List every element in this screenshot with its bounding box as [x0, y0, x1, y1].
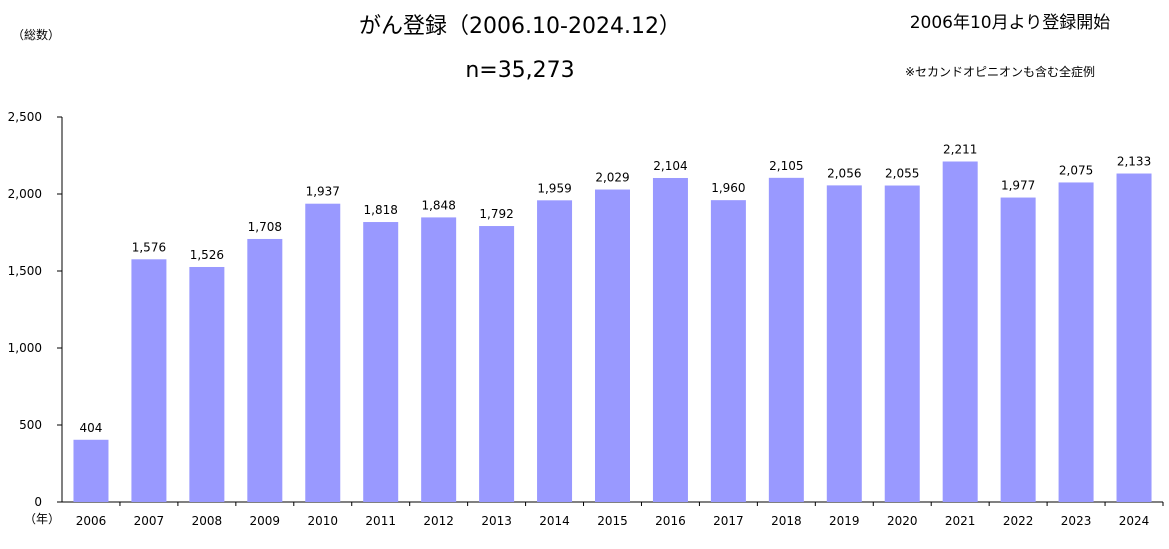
y-tick-label: 1,500 — [8, 264, 42, 278]
y-tick-label: 2,500 — [8, 110, 42, 124]
data-label: 2,029 — [595, 171, 629, 185]
bar — [942, 161, 978, 503]
y-tick-label: 0 — [34, 495, 42, 509]
data-label: 1,526 — [190, 248, 224, 262]
x-tick-label: 2011 — [365, 514, 396, 528]
bar — [1116, 173, 1152, 502]
data-label: 1,977 — [1001, 179, 1035, 193]
bar — [537, 200, 573, 502]
x-axis-label: （年） — [24, 512, 61, 526]
total-count: n=35,273 — [465, 58, 575, 83]
data-label: 2,211 — [943, 143, 977, 157]
x-tick-label: 2024 — [1119, 514, 1150, 528]
x-tick-label: 2008 — [192, 514, 223, 528]
x-tick-label: 2018 — [771, 514, 802, 528]
bar — [73, 439, 109, 502]
data-label: 2,104 — [653, 159, 687, 173]
bar — [826, 185, 862, 502]
x-tick-label: 2009 — [250, 514, 281, 528]
bar — [595, 189, 630, 502]
x-tick-label: 2016 — [655, 514, 686, 528]
bar — [421, 217, 457, 502]
x-tick-label: 2017 — [713, 514, 744, 528]
y-tick-label: 1,000 — [8, 341, 42, 355]
data-label: 2,075 — [1059, 163, 1093, 177]
y-tick-label: 500 — [19, 418, 42, 432]
bar — [710, 200, 746, 502]
x-tick-label: 2012 — [423, 514, 454, 528]
data-label: 2,105 — [769, 159, 803, 173]
bar — [768, 177, 804, 502]
data-label: 1,792 — [479, 207, 513, 221]
x-tick-label: 2022 — [1003, 514, 1034, 528]
bar — [652, 177, 688, 502]
scope-note: ※セカンドオピニオンも含む全症例 — [904, 65, 1096, 79]
data-label: 1,848 — [421, 198, 455, 212]
bar — [1000, 197, 1036, 503]
x-tick-label: 2014 — [539, 514, 570, 528]
data-label: 2,056 — [827, 166, 861, 180]
data-label: 404 — [80, 421, 103, 435]
x-tick-label: 2013 — [481, 514, 512, 528]
x-tick-label: 2023 — [1061, 514, 1092, 528]
x-tick-label: 2015 — [597, 514, 628, 528]
data-label: 1,959 — [537, 181, 571, 195]
x-tick-label: 2007 — [134, 514, 165, 528]
bar — [189, 266, 225, 502]
x-tick-label: 2020 — [887, 514, 918, 528]
data-label: 2,055 — [885, 167, 919, 181]
x-tick-label: 2010 — [307, 514, 338, 528]
chart-title: がん登録（2006.10-2024.12） — [359, 14, 681, 39]
registration-start-note: 2006年10月より登録開始 — [909, 13, 1111, 33]
x-tick-label: 2019 — [829, 514, 860, 528]
bar — [247, 238, 283, 502]
data-label: 1,960 — [711, 181, 745, 195]
bar — [131, 259, 167, 502]
data-label: 1,818 — [364, 203, 398, 217]
data-label: 1,937 — [306, 185, 340, 199]
x-tick-label: 2006 — [76, 514, 107, 528]
y-axis-label: （総数） — [12, 28, 61, 42]
data-label: 2,133 — [1117, 155, 1151, 169]
y-tick-label: 2,000 — [8, 187, 42, 201]
x-tick-label: 2021 — [945, 514, 976, 528]
data-label: 1,708 — [248, 220, 282, 234]
bar — [363, 222, 399, 502]
bar — [305, 203, 341, 502]
bar — [884, 185, 920, 502]
data-label: 1,576 — [132, 240, 166, 254]
bar — [1058, 182, 1094, 502]
bar — [479, 226, 515, 503]
